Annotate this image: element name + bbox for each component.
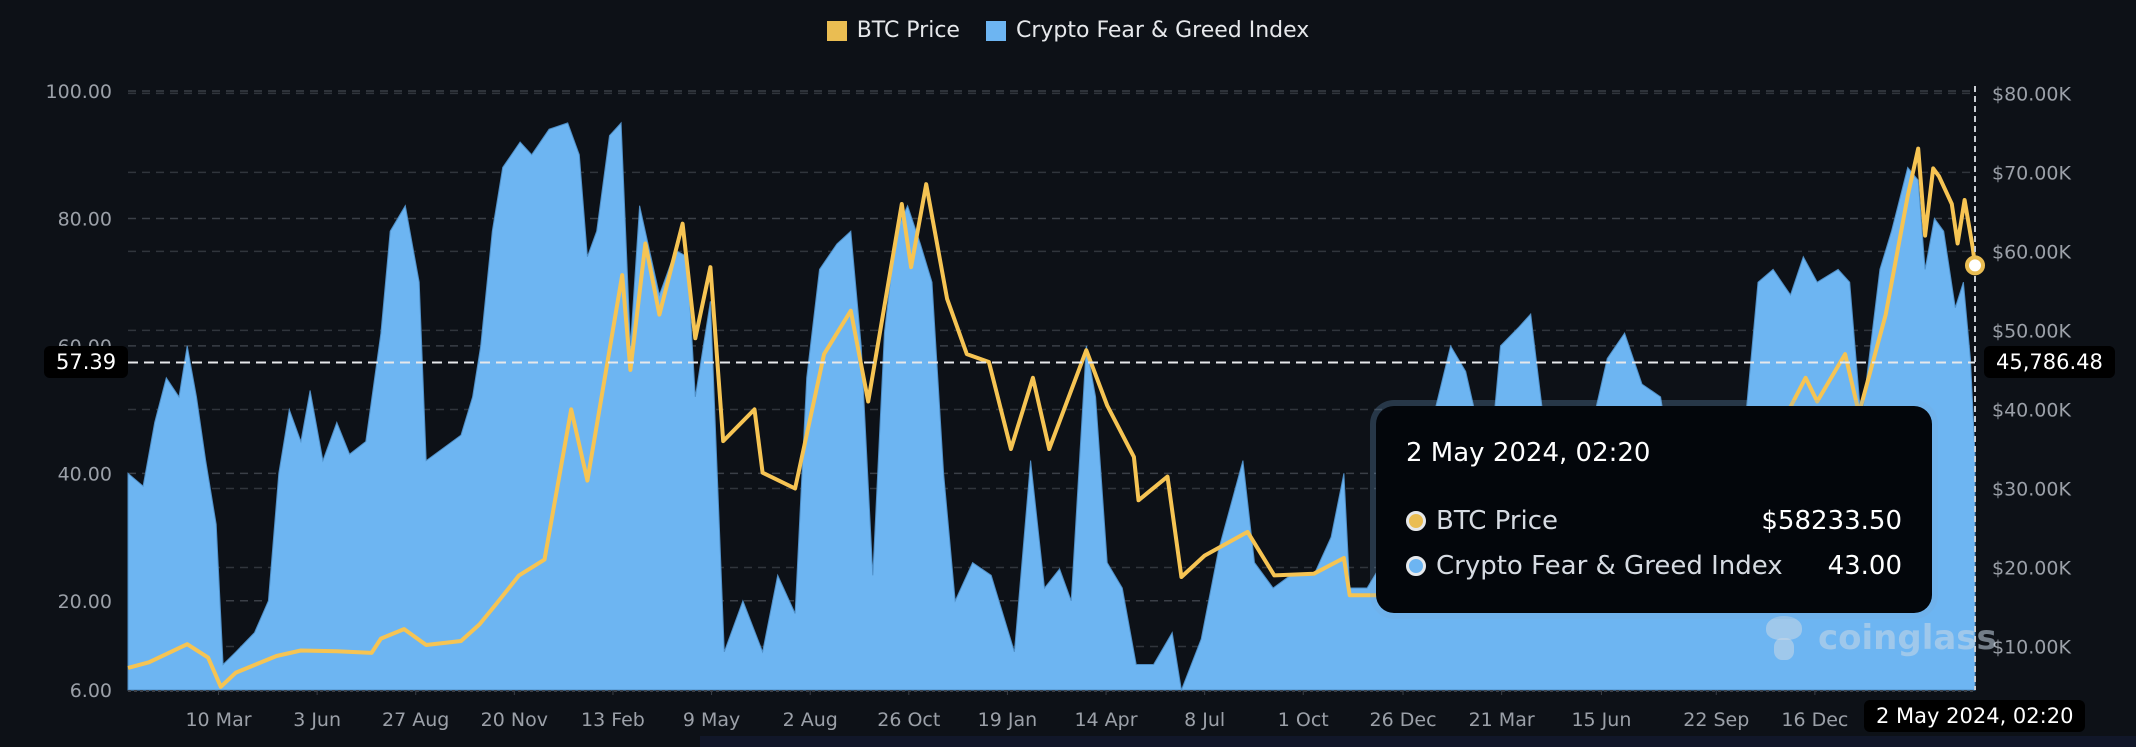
crosshair-right-value-badge: 45,786.48 <box>1984 346 2115 378</box>
legend-label: BTC Price <box>856 18 960 43</box>
tooltip-label: Crypto Fear & Greed Index <box>1436 551 1783 581</box>
right-tick-label: $10.00K <box>1992 637 2071 659</box>
btc-price-line-layer <box>127 146 1977 689</box>
x-tick-label: 26 Dec <box>1370 709 1437 731</box>
btc-price-swatch-icon <box>826 20 847 41</box>
tooltip-value: $58233.50 <box>1761 506 1902 536</box>
crosshair-date-badge: 2 May 2024, 02:20 <box>1864 700 2086 732</box>
left-tick-label: 40.00 <box>58 463 112 485</box>
right-tick-label: $40.00K <box>1992 399 2071 421</box>
tooltip-title: 2 May 2024, 02:20 <box>1406 438 1651 468</box>
x-tick-label: 8 Jul <box>1184 709 1225 731</box>
fear-greed-dot-icon <box>1406 556 1426 576</box>
tooltip-row-fear-greed: Crypto Fear & Greed Index 43.00 <box>1406 551 1902 581</box>
x-tick-label: 15 Jun <box>1571 709 1631 731</box>
x-tick-label: 20 Nov <box>481 709 548 731</box>
left-tick-label: 100.00 <box>46 81 112 103</box>
right-tick-label: $50.00K <box>1992 320 2071 342</box>
coinglass-watermark: coinglass <box>1762 614 1997 662</box>
legend-item-btc-price[interactable]: BTC Price <box>826 18 960 43</box>
right-axis: $80.00K $70.00K $60.00K $50.00K $40.00K $30.0… <box>1992 83 2071 658</box>
x-tick-label: 27 Aug <box>382 709 449 731</box>
x-tick-label: 14 Apr <box>1074 709 1137 731</box>
crosshair <box>128 86 1985 690</box>
x-tick-label: 21 Mar <box>1469 709 1535 731</box>
x-tick-label: 10 Mar <box>185 709 251 731</box>
right-tick-label: $60.00K <box>1992 241 2071 263</box>
x-tick-label: 22 Sep <box>1683 709 1749 731</box>
tooltip: 2 May 2024, 02:20 BTC Price $58233.50 Cr… <box>1376 406 1932 613</box>
x-tick-label: 13 Feb <box>581 709 645 731</box>
btc-price-dot-icon <box>1406 511 1426 531</box>
legend-label: Crypto Fear & Greed Index <box>1015 18 1310 43</box>
watermark-text: coinglass <box>1818 618 1997 658</box>
x-tick-label: 16 Dec <box>1781 709 1848 731</box>
x-tick-label: 1 Oct <box>1278 709 1329 731</box>
right-tick-label: $80.00K <box>1992 83 2071 105</box>
crosshair-left-value-badge: 57.39 <box>44 346 129 378</box>
legend-item-fear-greed[interactable]: Crypto Fear & Greed Index <box>985 18 1310 43</box>
left-tick-label: 80.00 <box>58 208 112 230</box>
x-tick-label: 3 Jun <box>293 709 341 731</box>
x-tick-label: 26 Oct <box>877 709 940 731</box>
bottom-strip <box>700 736 2136 747</box>
left-tick-label: 6.00 <box>70 680 112 702</box>
x-axis: 10 Mar 3 Jun 27 Aug 20 Nov 13 Feb 9 May 2 Aug 2… <box>128 690 1975 731</box>
tooltip-label: BTC Price <box>1436 506 1559 536</box>
coinglass-mascot-icon <box>1762 614 1806 662</box>
tooltip-value: 43.00 <box>1827 551 1902 581</box>
btc-price-line <box>127 146 1977 689</box>
fear-greed-swatch-icon <box>985 20 1006 41</box>
x-tick-label: 9 May <box>683 709 740 731</box>
right-tick-label: $70.00K <box>1992 162 2071 184</box>
x-tick-label: 19 Jan <box>978 709 1038 731</box>
left-tick-label: 20.00 <box>58 591 112 613</box>
right-tick-label: $30.00K <box>1992 478 2071 500</box>
x-tick-label: 2 Aug <box>783 709 838 731</box>
tooltip-row-btc-price: BTC Price $58233.50 <box>1406 506 1902 536</box>
right-tick-label: $20.00K <box>1992 558 2071 580</box>
highlight-point-marker <box>1965 255 1985 276</box>
chart-legend: BTC Price Crypto Fear & Greed Index <box>0 18 2136 43</box>
